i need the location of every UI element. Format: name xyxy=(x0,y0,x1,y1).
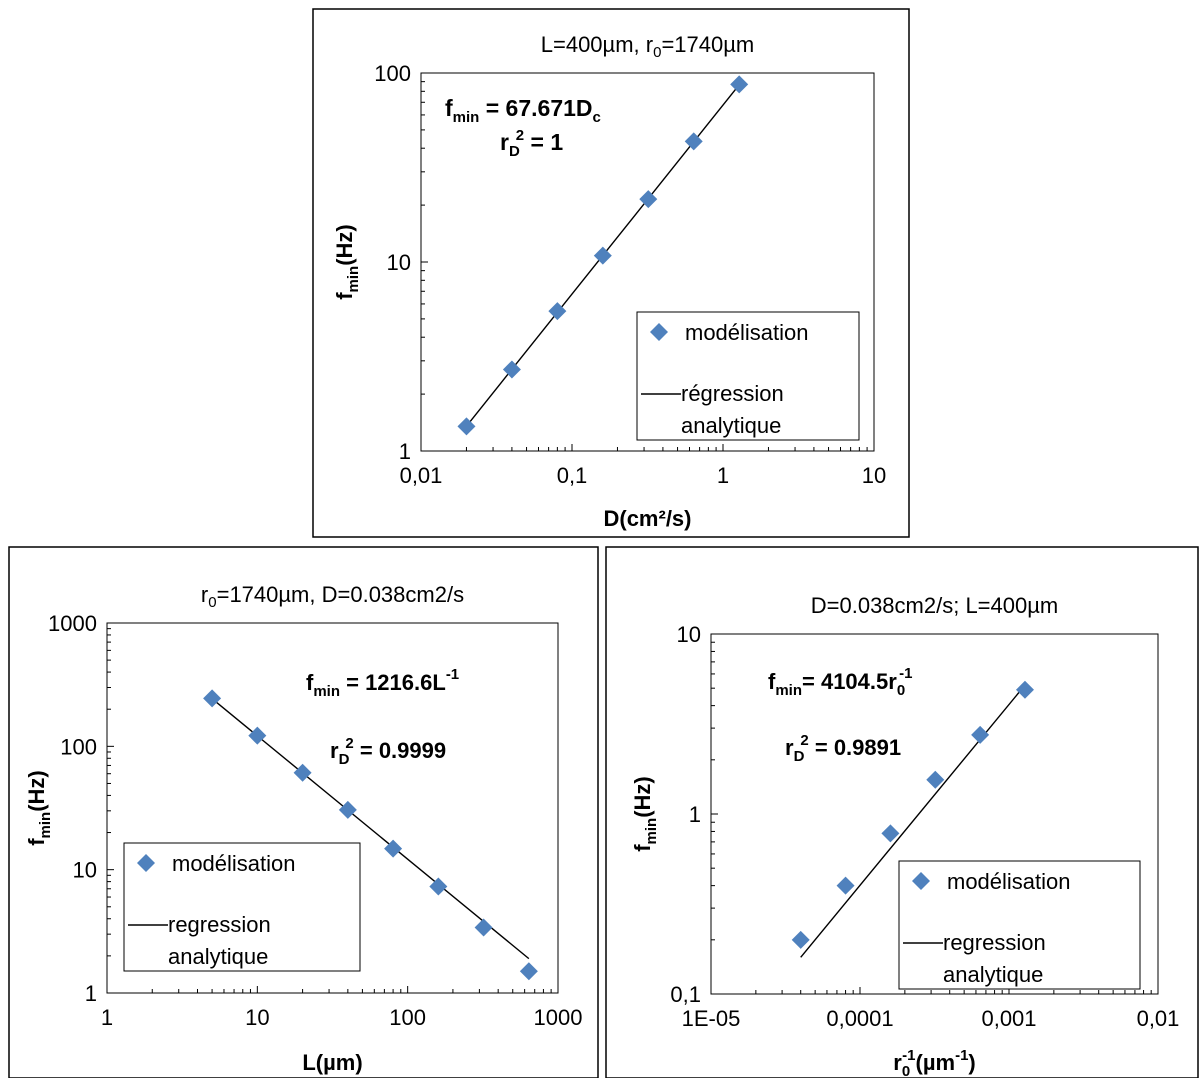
r-squared-annotation: rD2 = 0.9891 xyxy=(785,732,901,765)
legend-label-analytique: analytique xyxy=(168,944,268,969)
y-tick-label: 1 xyxy=(399,439,411,464)
legend-label-modelisation: modélisation xyxy=(685,320,809,345)
x-tick-label: 10 xyxy=(862,463,886,488)
legend-box xyxy=(123,842,361,972)
equation-annotation: fmin = 1216.6L-1 xyxy=(306,666,459,700)
regression-line xyxy=(800,684,1026,958)
data-point xyxy=(384,839,403,858)
chart-frame-bottom-right xyxy=(605,546,1199,1078)
equation-annotation: fmin= 4104.5r0-1 xyxy=(768,665,913,699)
data-point xyxy=(639,190,658,209)
data-point xyxy=(519,962,538,981)
y-tick-label: 0,1 xyxy=(670,982,701,1007)
data-point xyxy=(548,302,567,321)
x-tick-label: 0,01 xyxy=(400,463,443,488)
y-tick-label: 100 xyxy=(374,61,411,86)
data-point xyxy=(791,930,810,949)
legend-marker-icon xyxy=(912,872,930,890)
x-axis-label: L(µm) xyxy=(302,1050,362,1075)
data-point xyxy=(730,75,749,94)
chart-0: 0,01 0,1 1 10 1 10 100 L=400µm, r0=1740µm D(cm²/… xyxy=(332,32,886,531)
equation-annotation: fmin = 67.671Dc xyxy=(445,95,601,126)
y-axis-label: fmin(Hz) xyxy=(24,770,54,846)
data-point xyxy=(338,800,357,819)
y-tick-label: 1 xyxy=(85,981,97,1006)
data-point xyxy=(593,246,612,265)
y-axis-label: fmin(Hz) xyxy=(630,776,660,852)
x-tick-label: 1 xyxy=(717,463,729,488)
legend-label-regression: regression xyxy=(168,912,271,937)
r-squared-annotation: rD2 = 0.9999 xyxy=(330,735,446,768)
data-point xyxy=(457,417,476,436)
legend-label-analytique: analytique xyxy=(943,962,1043,987)
legend-box xyxy=(898,860,1141,990)
y-tick-label: 1000 xyxy=(48,611,97,636)
data-point xyxy=(684,132,703,151)
x-tick-label: 1E-05 xyxy=(682,1006,741,1031)
data-point xyxy=(502,360,521,379)
y-tick-label: 100 xyxy=(60,734,97,759)
plot-area xyxy=(106,622,559,994)
data-point xyxy=(203,689,222,708)
legend-label-analytique: analytique xyxy=(681,413,781,438)
chart-frame-bottom-left xyxy=(8,546,599,1078)
chart-1: 1 10 100 1000 1 10 100 1000 r0=1740µm, D=0.038cm… xyxy=(24,582,582,1075)
legend-label-regression: regression xyxy=(943,930,1046,955)
data-point xyxy=(429,877,448,896)
x-tick-label: 0,0001 xyxy=(826,1006,893,1031)
x-axis-label: r0-1(µm-1) xyxy=(893,1047,976,1078)
data-point xyxy=(248,726,267,745)
data-point xyxy=(293,763,312,782)
legend-label-modelisation: modélisation xyxy=(947,869,1071,894)
y-tick-label: 10 xyxy=(387,250,411,275)
x-tick-label: 10 xyxy=(245,1005,269,1030)
data-point xyxy=(836,876,855,895)
x-tick-label: 0,001 xyxy=(981,1006,1036,1031)
data-point xyxy=(474,918,493,937)
legend-label-regression: régression xyxy=(681,381,784,406)
chart-title: L=400µm, r0=1740µm xyxy=(541,32,754,61)
y-axis-label: fmin(Hz) xyxy=(332,224,362,300)
y-tick-label: 10 xyxy=(677,622,701,647)
data-point xyxy=(926,770,945,789)
x-tick-label: 1 xyxy=(101,1005,113,1030)
data-point xyxy=(971,725,990,744)
legend-label-modelisation: modélisation xyxy=(172,851,296,876)
legend-box xyxy=(636,311,860,441)
chart-title: D=0.038cm2/s; L=400µm xyxy=(811,593,1058,618)
regression-line xyxy=(211,698,530,960)
legend-marker-icon xyxy=(650,323,668,341)
chart-2: 1E-05 0,0001 0,001 0,01 0,1 1 10 D=0.038cm2/s; … xyxy=(630,593,1179,1078)
chart-frame-top xyxy=(312,8,910,538)
x-tick-label: 1000 xyxy=(534,1005,583,1030)
x-axis-label: D(cm²/s) xyxy=(603,506,691,531)
legend-marker-icon xyxy=(137,854,155,872)
chart-title: r0=1740µm, D=0.038cm2/s xyxy=(201,582,464,611)
data-point xyxy=(881,824,900,843)
x-tick-label: 0,1 xyxy=(557,463,588,488)
x-tick-label: 0,01 xyxy=(1137,1006,1180,1031)
data-point xyxy=(1015,680,1034,699)
y-tick-label: 1 xyxy=(689,802,701,827)
x-tick-label: 100 xyxy=(389,1005,426,1030)
r-squared-annotation: rD2 = 1 xyxy=(500,127,563,160)
y-tick-label: 10 xyxy=(73,858,97,883)
